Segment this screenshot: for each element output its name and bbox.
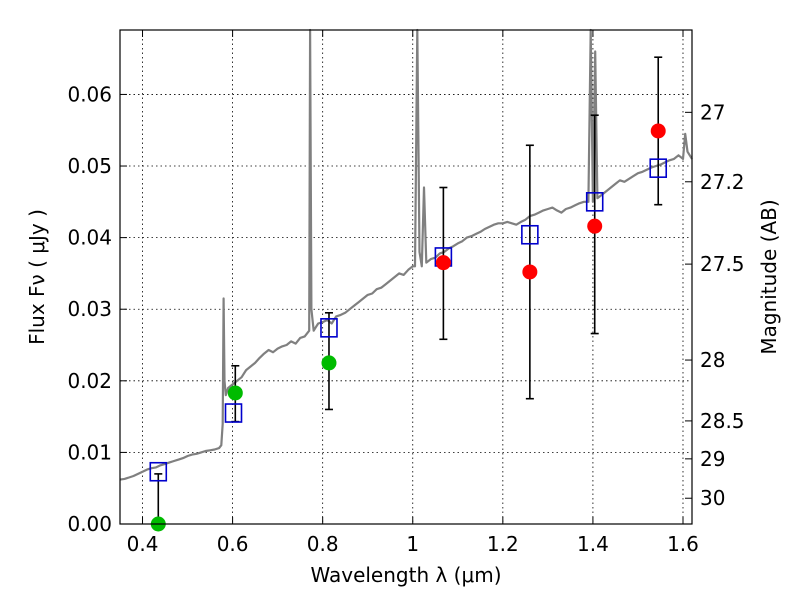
magnitude-tick-label: 27.5 — [700, 252, 745, 276]
y-tick-label: 0.01 — [67, 440, 112, 464]
model-photometry-square — [149, 461, 168, 482]
magnitude-tick-label: 28.5 — [700, 409, 745, 433]
red-data-point — [522, 264, 538, 280]
plot-frame — [119, 29, 693, 525]
green-data-point — [227, 385, 243, 401]
x-tick-label: 0.8 — [307, 532, 339, 556]
model-spectrum — [119, 28, 693, 481]
model-photometry-square — [320, 318, 338, 338]
model-photometry-square — [649, 158, 668, 178]
y-tick-label: 0.05 — [67, 154, 112, 178]
y-axis-label: Flux Fν ( μJy ) — [25, 209, 49, 345]
y-tick-label: 0.06 — [67, 82, 112, 106]
model-photometry-square — [224, 403, 243, 423]
magnitude-tick-label: 28 — [700, 348, 725, 372]
model-photometry-square — [585, 192, 604, 212]
x-tick-label: 0.4 — [127, 532, 159, 556]
red-data-point — [435, 255, 451, 271]
right-axis-label: Magnitude (AB) — [757, 199, 781, 354]
x-tick-label: 0.6 — [217, 532, 249, 556]
magnitude-tick-label: 27.2 — [700, 170, 745, 194]
red-data-point — [587, 218, 603, 234]
error-bars — [154, 56, 663, 525]
data-markers — [149, 123, 668, 532]
axis-ticks — [120, 30, 692, 525]
x-tick-label: 1.2 — [487, 532, 519, 556]
y-tick-label: 0.02 — [67, 369, 112, 393]
magnitude-tick-label: 29 — [700, 447, 725, 471]
x-tick-label: 1 — [406, 532, 419, 556]
green-data-point — [321, 355, 337, 371]
x-tick-label: 1.4 — [577, 532, 609, 556]
tick-labels: 0.4 0.6 0.8 1 1.2 1.4 1.6 0.00 0.01 0.02 0.03 0.04 0… — [67, 82, 744, 556]
x-axis-label: Wavelength λ (μm) — [310, 563, 501, 587]
y-tick-label: 0.04 — [67, 226, 112, 250]
magnitude-tick-label: 30 — [700, 486, 725, 510]
x-tick-label: 1.6 — [667, 532, 699, 556]
model-spectrum-line — [119, 28, 693, 481]
y-tick-label: 0.00 — [67, 512, 112, 536]
model-photometry-square — [521, 224, 539, 245]
red-data-point — [650, 123, 666, 139]
magnitude-tick-label: 27 — [700, 100, 725, 124]
y-tick-label: 0.03 — [67, 297, 112, 321]
